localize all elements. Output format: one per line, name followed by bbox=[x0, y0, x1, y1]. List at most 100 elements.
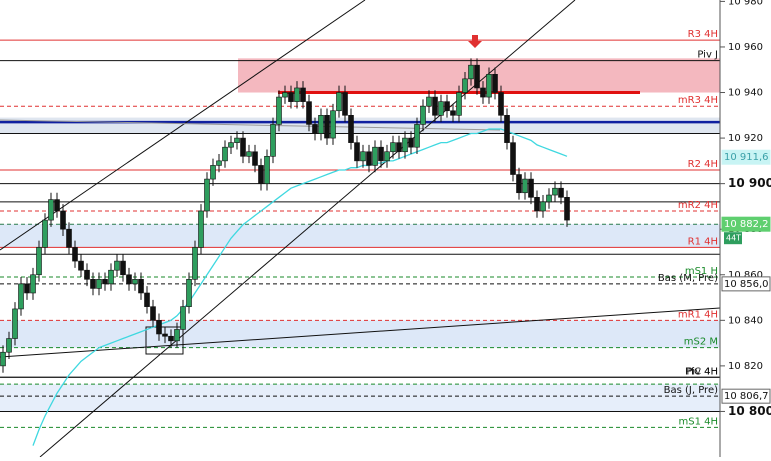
level-label: mS2 M bbox=[684, 337, 718, 348]
candles bbox=[0, 58, 570, 373]
candle-body bbox=[126, 274, 132, 285]
candle-body bbox=[264, 156, 270, 184]
candle-body bbox=[288, 92, 294, 102]
candle-body bbox=[72, 247, 78, 262]
price-tag-box bbox=[721, 388, 771, 404]
candle-body bbox=[54, 199, 60, 212]
candle-body bbox=[6, 338, 12, 353]
y-tick-label: 10 920 bbox=[728, 133, 763, 144]
candle-body bbox=[516, 174, 522, 194]
candle-body bbox=[408, 137, 414, 148]
candle-body bbox=[546, 194, 552, 203]
candle-body bbox=[360, 151, 366, 162]
level-label: Bas (J, Pre) bbox=[664, 385, 718, 396]
box bbox=[145, 326, 184, 355]
zone bbox=[0, 384, 720, 412]
candle-body bbox=[132, 279, 138, 285]
candle-body bbox=[180, 306, 186, 330]
level-label: mS1 H bbox=[685, 266, 718, 277]
candle-body bbox=[444, 101, 450, 112]
price-tag-box bbox=[721, 276, 771, 292]
candle-body bbox=[438, 101, 444, 116]
candle-body bbox=[564, 197, 570, 221]
candle-body bbox=[474, 64, 480, 89]
candle-body bbox=[414, 124, 420, 148]
level-label: mR3 4H bbox=[678, 95, 718, 106]
candle-body bbox=[252, 151, 258, 166]
ma-group bbox=[32, 128, 568, 446]
candle-body bbox=[294, 87, 300, 102]
price-tag-note-box bbox=[724, 232, 742, 245]
candle-body bbox=[510, 142, 516, 175]
candle-body bbox=[150, 306, 156, 321]
trend-line bbox=[0, 0, 366, 251]
candle-body bbox=[12, 308, 18, 339]
candle-body bbox=[372, 146, 378, 166]
candle-body bbox=[498, 92, 504, 116]
candle-body bbox=[186, 279, 192, 307]
candle-body bbox=[234, 137, 240, 143]
candle-body bbox=[366, 151, 372, 166]
candle-body bbox=[258, 165, 264, 184]
candle-body bbox=[504, 115, 510, 143]
candle-body bbox=[168, 335, 174, 342]
candle-body bbox=[96, 279, 102, 289]
candle-body bbox=[540, 201, 546, 212]
candle-body bbox=[270, 124, 276, 157]
zone bbox=[0, 320, 720, 348]
candle-body bbox=[24, 283, 30, 294]
candle-body bbox=[522, 178, 528, 194]
candle-body bbox=[336, 92, 342, 112]
candle-body bbox=[228, 142, 234, 148]
candle-body bbox=[18, 283, 24, 310]
candle-body bbox=[48, 199, 54, 221]
price-tag-note: 44T bbox=[726, 234, 741, 243]
candle-body bbox=[462, 78, 468, 93]
candle-body bbox=[552, 187, 558, 196]
y-tick-label: 10 800 bbox=[728, 404, 771, 418]
level-label: R1 4H bbox=[688, 236, 718, 247]
candle-body bbox=[78, 260, 84, 271]
price-tag-label: 10 882,2 bbox=[724, 219, 769, 230]
candle-body bbox=[60, 210, 66, 230]
candle-body bbox=[324, 115, 330, 139]
y-tick-label: 10 980 bbox=[728, 0, 763, 7]
candle-body bbox=[492, 73, 498, 93]
candle-body bbox=[210, 165, 216, 180]
candle-body bbox=[390, 142, 396, 153]
candle-body bbox=[120, 260, 126, 276]
candle-body bbox=[318, 115, 324, 134]
level-label: R3 4H bbox=[688, 29, 718, 40]
candle-body bbox=[192, 247, 198, 280]
candle-body bbox=[396, 142, 402, 153]
price-tag-label: 10 856,0 bbox=[724, 279, 769, 290]
y-tick-label: 10 840 bbox=[728, 315, 763, 326]
candle-body bbox=[342, 92, 348, 116]
candle-body bbox=[402, 137, 408, 153]
candle-body bbox=[426, 96, 432, 107]
candle-body bbox=[198, 210, 204, 248]
candle-body bbox=[348, 115, 354, 143]
candle-body bbox=[432, 96, 438, 116]
candle-body bbox=[174, 329, 180, 342]
y-tick-label: 10 860 bbox=[728, 270, 763, 281]
candle-body bbox=[222, 146, 228, 162]
candle-body bbox=[330, 110, 336, 139]
candle-body bbox=[450, 110, 456, 116]
candle-body bbox=[66, 228, 72, 248]
candle-body bbox=[240, 137, 246, 157]
candle-body bbox=[534, 197, 540, 212]
zone bbox=[0, 224, 720, 248]
candle-body bbox=[216, 160, 222, 166]
candle-body bbox=[36, 247, 42, 276]
candle-body bbox=[456, 92, 462, 116]
candle-body bbox=[300, 87, 306, 102]
price-tag-label: 10 806,7 bbox=[724, 391, 769, 402]
candle-body bbox=[480, 87, 486, 98]
y-tick-label: 10 900 bbox=[728, 176, 771, 190]
candle-body bbox=[378, 146, 384, 162]
candle-body bbox=[114, 260, 120, 271]
candle-body bbox=[528, 178, 534, 198]
